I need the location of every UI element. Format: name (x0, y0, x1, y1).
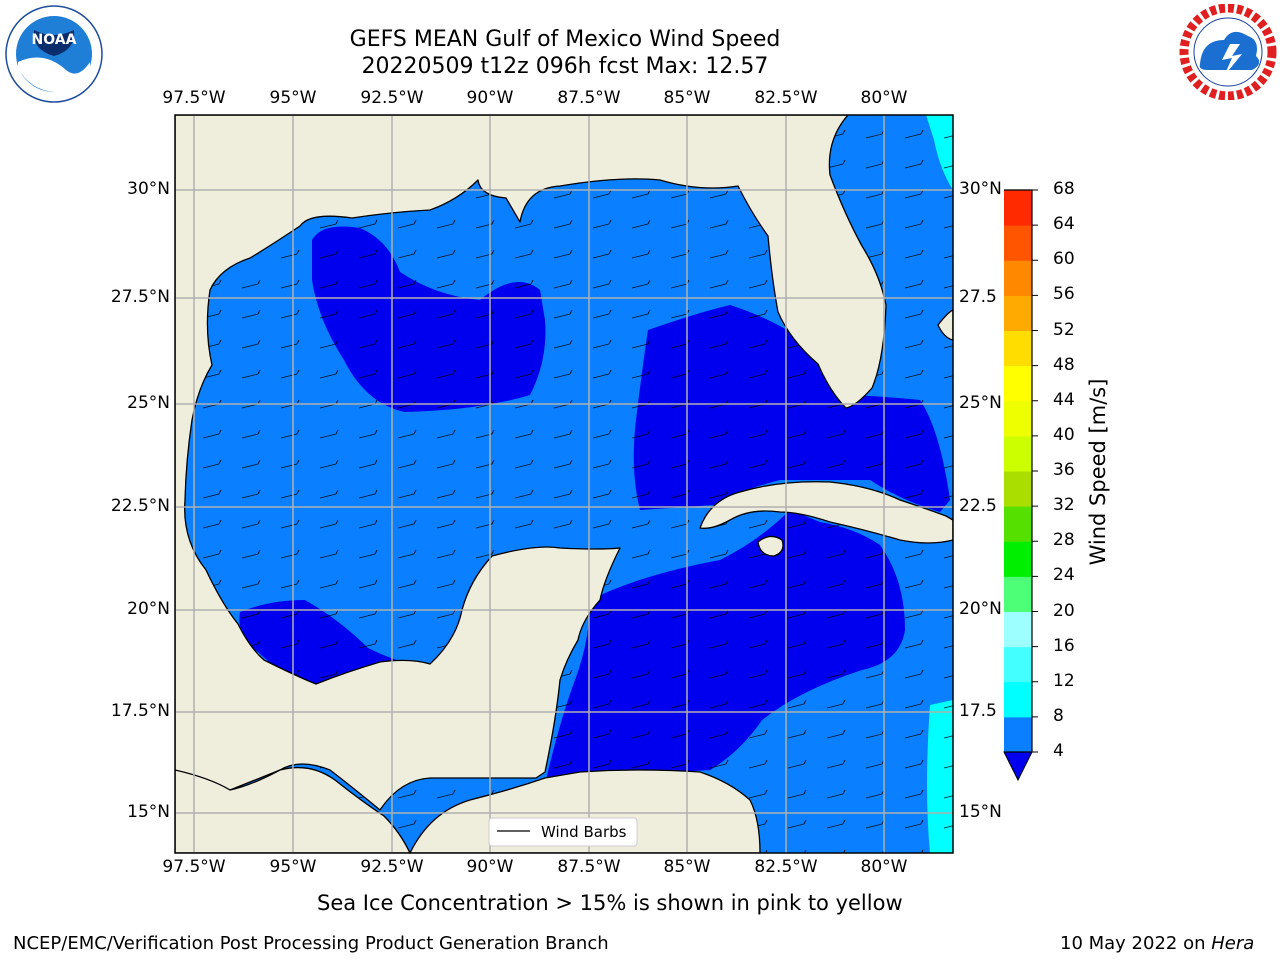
colorbar-band-10 (1004, 365, 1032, 402)
lon-tick-bottom-3: 90°W (466, 857, 514, 877)
lon-tick-bottom-4: 87.5°W (557, 857, 621, 877)
colorbar-band-15 (1004, 190, 1032, 226)
lon-tick-top-0: 97.5°W (162, 88, 226, 108)
lat-tick-right-4: 20°N (959, 599, 1002, 619)
chart-subtitle: 20220509 t12z 096h fcst Max: 12.57 (361, 54, 769, 79)
land-isle-of-youth (757, 535, 784, 557)
colorbar-band-6 (1004, 506, 1032, 542)
map-legend: Wind Barbs (488, 817, 638, 847)
lon-tick-bottom-7: 80°W (860, 857, 908, 877)
lon-tick-top-1: 95°W (269, 88, 317, 108)
map-frame (174, 114, 954, 854)
lat-tick-right-5: 17.5 (959, 701, 997, 721)
colorbar-band-0 (1004, 716, 1032, 753)
lat-tick-left-6: 15°N (127, 802, 170, 822)
lat-tick-right-1: 27.5 (959, 287, 997, 307)
lon-tick-top-3: 90°W (466, 88, 514, 108)
colorbar-band-14 (1004, 225, 1032, 261)
lat-tick-left-1: 27.5°N (110, 287, 170, 307)
graticule (175, 115, 953, 853)
colorbar-band-5 (1004, 541, 1032, 577)
lat-tick-right-6: 15°N (959, 802, 1002, 822)
colorbar-title: Wind Speed [m/s] (1086, 378, 1110, 566)
noaa-logo: NOAA (5, 5, 103, 103)
colorbar-band-12 (1004, 295, 1032, 331)
lat-tick-right-0: 30°N (959, 179, 1002, 199)
machine-name: Hera (1211, 933, 1255, 954)
colorbar-label-15: 64 (1053, 214, 1075, 235)
sea-ice-note: Sea Ice Concentration > 15% is shown in … (317, 891, 903, 915)
colorbar-band-1 (1004, 681, 1032, 718)
nws-logo (1179, 4, 1277, 100)
lon-tick-bottom-5: 85°W (663, 857, 711, 877)
colorbar-label-3: 16 (1053, 635, 1075, 656)
lon-tick-top-7: 80°W (860, 88, 908, 108)
land-cuba (699, 481, 953, 544)
lon-tick-bottom-0: 97.5°W (162, 857, 226, 877)
colorbar-label-4: 20 (1053, 600, 1075, 621)
colorbar-label-13: 56 (1053, 284, 1075, 305)
colorbar-label-8: 36 (1053, 460, 1075, 480)
colorbar-label-12: 52 (1053, 319, 1075, 340)
lon-tick-top-5: 85°W (663, 88, 711, 108)
lon-tick-top-4: 87.5°W (557, 88, 621, 108)
colorbar-label-5: 24 (1053, 565, 1075, 586)
colorbar-band-2 (1004, 646, 1032, 683)
colorbar-label-14: 60 (1053, 249, 1075, 270)
colorbar-label-16: 68 (1053, 179, 1075, 199)
lon-tick-top-6: 82.5°W (754, 88, 818, 108)
colorbar-band-8 (1004, 435, 1032, 472)
run-date-text: 10 May 2022 on (1060, 933, 1206, 954)
colorbar-label-11: 48 (1053, 354, 1075, 375)
colorbar-band-4 (1004, 576, 1032, 612)
lat-tick-left-4: 20°N (127, 599, 170, 619)
colorbar-band-13 (1004, 260, 1032, 296)
colorbar-under-arrow (1003, 751, 1033, 782)
org-credit: NCEP/EMC/Verification Post Processing Pr… (13, 933, 609, 954)
land-north-america (175, 115, 887, 811)
colorbar-band-3 (1004, 611, 1032, 648)
lon-tick-bottom-6: 82.5°W (754, 857, 818, 877)
lat-tick-right-3: 22.5 (959, 496, 997, 516)
lat-tick-left-0: 30°N (127, 179, 170, 199)
colorbar-band-11 (1004, 330, 1032, 367)
noaa-logo-text: NOAA (32, 32, 77, 48)
lat-tick-left-3: 22.5°N (110, 496, 170, 516)
legend-label: Wind Barbs (541, 823, 627, 841)
colorbar-label-9: 40 (1053, 424, 1075, 445)
lat-tick-left-2: 25°N (127, 393, 170, 413)
colorbar-label-0: 4 (1053, 741, 1064, 761)
chart-title: GEFS MEAN Gulf of Mexico Wind Speed (349, 27, 781, 52)
colorbar (1003, 189, 1038, 782)
colorbar-label-6: 28 (1053, 530, 1075, 551)
lat-tick-right-2: 25°N (959, 393, 1002, 413)
colorbar-band-7 (1004, 471, 1032, 507)
lon-tick-bottom-2: 92.5°W (360, 857, 424, 877)
colorbar-label-7: 32 (1053, 495, 1075, 516)
colorbar-label-2: 12 (1053, 670, 1075, 691)
colorbar-label-1: 8 (1053, 705, 1064, 726)
lat-tick-left-5: 17.5°N (110, 701, 170, 721)
colorbar-label-10: 44 (1053, 389, 1075, 410)
land-bahamas (937, 309, 953, 341)
lon-tick-bottom-1: 95°W (269, 857, 317, 877)
run-date: 10 May 2022 on Hera (1060, 933, 1254, 954)
colorbar-band-9 (1004, 400, 1032, 437)
lon-tick-top-2: 92.5°W (360, 88, 424, 108)
